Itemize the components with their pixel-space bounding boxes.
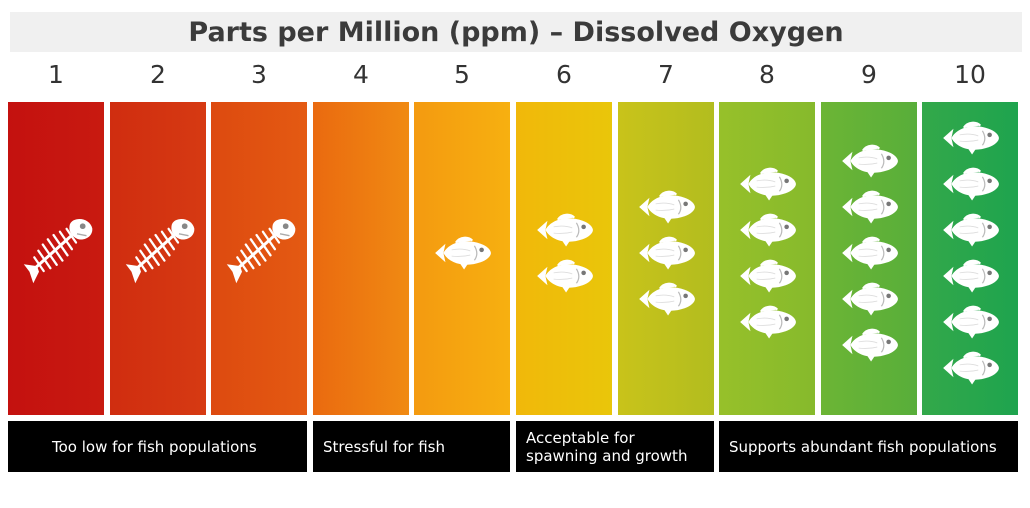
ppm-value-1: 1 bbox=[48, 60, 64, 89]
fish-skeleton-icon bbox=[226, 218, 296, 283]
oxygen-level-column-4 bbox=[313, 102, 409, 415]
oxygen-level-column-6 bbox=[516, 102, 612, 415]
fish-icon bbox=[740, 305, 796, 339]
oxygen-level-column-8 bbox=[719, 102, 815, 415]
category-label-3: Acceptable for spawning and growth bbox=[516, 421, 714, 472]
category-labels: Too low for fish populations Stressful fo… bbox=[8, 421, 1022, 472]
oxygen-level-columns bbox=[8, 102, 1022, 415]
category-label-text: Stressful for fish bbox=[323, 437, 445, 456]
fish-icon bbox=[639, 236, 695, 270]
fish-icon bbox=[740, 213, 796, 247]
ppm-value-4: 4 bbox=[353, 60, 369, 89]
ppm-value-2: 2 bbox=[150, 60, 166, 89]
fish-icon bbox=[740, 167, 796, 201]
ppm-value-10: 10 bbox=[954, 60, 986, 89]
fish-icon bbox=[943, 259, 999, 293]
ppm-value-9: 9 bbox=[861, 60, 877, 89]
fish-icon bbox=[740, 259, 796, 293]
category-label-text: Supports abundant fish populations bbox=[729, 437, 997, 456]
category-label-4: Supports abundant fish populations bbox=[719, 421, 1018, 472]
oxygen-level-column-5 bbox=[414, 102, 510, 415]
ppm-value-3: 3 bbox=[251, 60, 267, 89]
oxygen-level-column-10 bbox=[922, 102, 1018, 415]
fish-icon bbox=[943, 121, 999, 155]
fish-icon bbox=[842, 144, 898, 178]
fish-icon bbox=[943, 167, 999, 201]
title-bar: Parts per Million (ppm) – Dissolved Oxyg… bbox=[10, 12, 1022, 52]
oxygen-level-column-9 bbox=[821, 102, 917, 415]
fish-icon bbox=[943, 351, 999, 385]
ppm-scale: 1 2 3 4 5 6 7 8 9 10 bbox=[8, 60, 1022, 96]
fish-icon bbox=[537, 213, 593, 247]
fish-icon bbox=[842, 282, 898, 316]
fish-icon bbox=[639, 190, 695, 224]
category-label-1: Too low for fish populations bbox=[8, 421, 307, 472]
fish-icon bbox=[842, 328, 898, 362]
oxygen-level-column-3 bbox=[211, 102, 307, 415]
category-label-text: Too low for fish populations bbox=[52, 437, 257, 456]
ppm-value-7: 7 bbox=[658, 60, 674, 89]
ppm-value-6: 6 bbox=[556, 60, 572, 89]
oxygen-level-column-7 bbox=[618, 102, 714, 415]
fish-icon bbox=[842, 236, 898, 270]
category-label-2: Stressful for fish bbox=[313, 421, 510, 472]
category-label-text: Acceptable for spawning and growth bbox=[526, 428, 688, 465]
fish-icon bbox=[435, 236, 491, 270]
ppm-value-8: 8 bbox=[759, 60, 775, 89]
fish-icon bbox=[943, 213, 999, 247]
fish-icon bbox=[639, 282, 695, 316]
oxygen-level-column-1 bbox=[8, 102, 104, 415]
fish-icon bbox=[537, 259, 593, 293]
fish-icon bbox=[943, 305, 999, 339]
fish-skeleton-icon bbox=[125, 218, 195, 283]
oxygen-level-column-2 bbox=[110, 102, 206, 415]
chart-title: Parts per Million (ppm) – Dissolved Oxyg… bbox=[188, 16, 844, 48]
fish-icon bbox=[842, 190, 898, 224]
ppm-value-5: 5 bbox=[454, 60, 470, 89]
fish-skeleton-icon bbox=[23, 218, 93, 283]
